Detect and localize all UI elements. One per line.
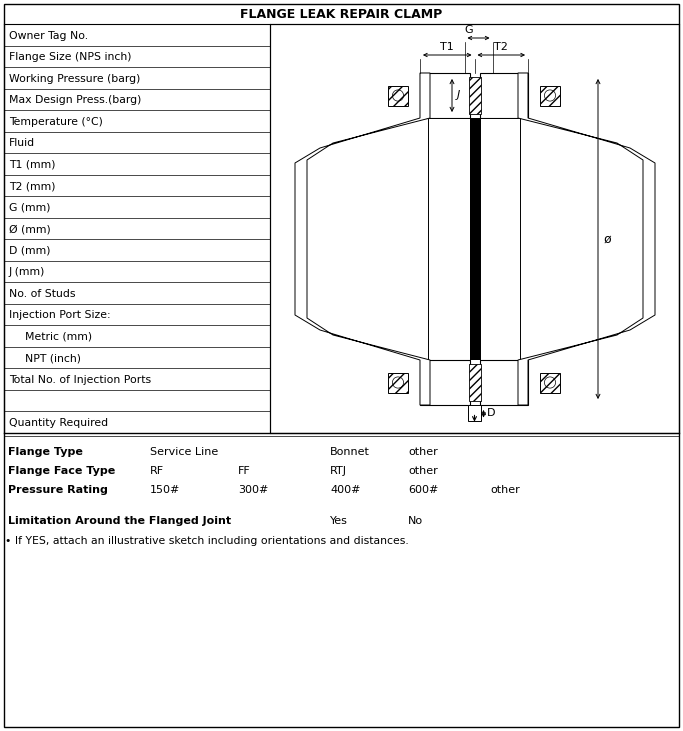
Bar [270, 24, 679, 433]
Text: 600#: 600# [408, 485, 438, 495]
Text: D: D [486, 408, 495, 417]
Text: Working Pressure (barg): Working Pressure (barg) [9, 74, 141, 84]
Bar [469, 364, 481, 401]
Text: RTJ: RTJ [330, 466, 347, 476]
Text: FLANGE LEAK REPAIR CLAMP: FLANGE LEAK REPAIR CLAMP [240, 9, 442, 21]
Text: Injection Port Size:: Injection Port Size: [9, 311, 111, 320]
Text: No: No [408, 516, 423, 526]
Bar [420, 360, 469, 405]
Text: 300#: 300# [238, 485, 268, 495]
Text: T1: T1 [441, 42, 454, 52]
Polygon shape [295, 73, 430, 405]
Text: G (mm): G (mm) [9, 202, 51, 213]
Polygon shape [518, 73, 655, 405]
Bar [479, 73, 528, 118]
Bar [469, 77, 481, 114]
Text: Quantity Required: Quantity Required [9, 418, 108, 428]
Text: Metric (mm): Metric (mm) [25, 332, 92, 342]
Bar [468, 405, 481, 420]
Text: FF: FF [238, 466, 251, 476]
Text: Flange Type: Flange Type [8, 447, 83, 457]
Text: T1 (mm): T1 (mm) [9, 160, 55, 170]
Text: G: G [464, 25, 473, 35]
Text: J (mm): J (mm) [9, 268, 45, 277]
Text: 400#: 400# [330, 485, 361, 495]
Text: Flange Size (NPS inch): Flange Size (NPS inch) [9, 53, 132, 62]
Text: Flange Face Type: Flange Face Type [8, 466, 115, 476]
Text: Owner Tag No.: Owner Tag No. [9, 31, 88, 41]
Text: ø: ø [603, 232, 611, 246]
Text: Yes: Yes [330, 516, 348, 526]
Text: 150#: 150# [150, 485, 180, 495]
Text: Limitation Around the Flanged Joint: Limitation Around the Flanged Joint [8, 516, 231, 526]
Bar [540, 86, 560, 105]
Text: No. of Studs: No. of Studs [9, 289, 76, 299]
Text: Fluid: Fluid [9, 138, 35, 148]
Text: other: other [408, 447, 438, 457]
Text: RF: RF [150, 466, 164, 476]
Text: T2 (mm): T2 (mm) [9, 181, 55, 192]
Text: Temperature (°C): Temperature (°C) [9, 117, 103, 126]
Text: other: other [408, 466, 438, 476]
Text: • If YES, attach an illustrative sketch including orientations and distances.: • If YES, attach an illustrative sketch … [5, 536, 408, 546]
Text: Max Design Press.(barg): Max Design Press.(barg) [9, 95, 141, 105]
Bar [388, 86, 408, 105]
Text: D (mm): D (mm) [9, 246, 51, 256]
Text: NPT (inch): NPT (inch) [25, 353, 81, 363]
Text: T2: T2 [494, 42, 508, 52]
Bar [469, 118, 479, 360]
Text: Total No. of Injection Ports: Total No. of Injection Ports [9, 375, 151, 385]
Bar [479, 360, 528, 405]
Text: Ø (mm): Ø (mm) [9, 224, 51, 235]
Bar [388, 373, 408, 393]
Bar [479, 118, 520, 360]
Bar [428, 118, 469, 360]
Text: Service Line: Service Line [150, 447, 219, 457]
Text: Pressure Rating: Pressure Rating [8, 485, 108, 495]
Text: Bonnet: Bonnet [330, 447, 370, 457]
Bar [540, 373, 560, 393]
Text: other: other [490, 485, 520, 495]
Text: J: J [457, 91, 460, 100]
Bar [420, 73, 469, 118]
